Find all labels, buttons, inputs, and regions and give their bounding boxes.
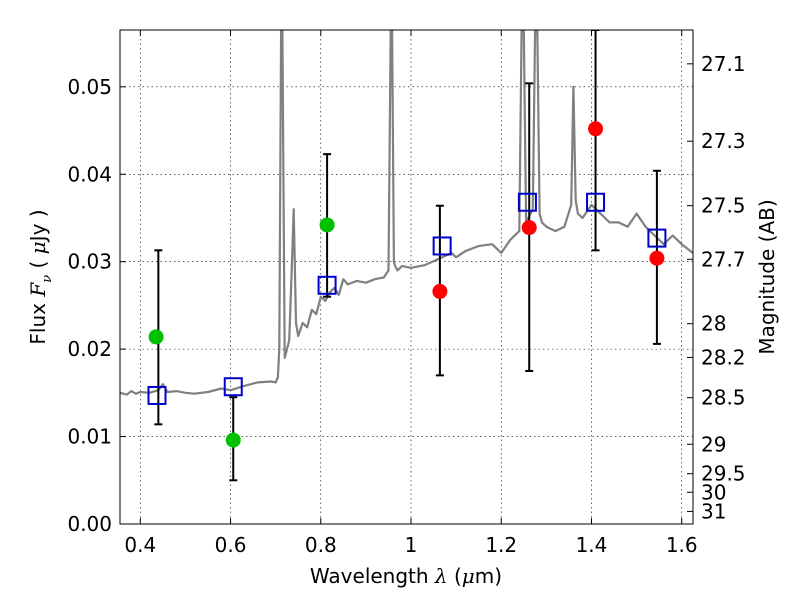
- observed-point: [148, 329, 164, 345]
- observed-point: [588, 121, 604, 137]
- observed-point: [319, 217, 335, 233]
- model-box: [147, 385, 167, 405]
- model-box: [517, 192, 537, 212]
- x-tick-label: 1.4: [576, 533, 608, 557]
- y-tick-label: 0.00: [67, 512, 112, 536]
- y-tick-label: 0.04: [67, 162, 112, 186]
- y2-tick-label: 27.3: [701, 129, 746, 153]
- observed-point: [649, 250, 665, 266]
- y2-tick-label: 29.5: [701, 462, 746, 486]
- x-tick-label: 1.6: [666, 533, 698, 557]
- model-box: [647, 228, 667, 248]
- y-tick-label: 0.03: [67, 250, 112, 274]
- x-axis-label: Wavelength λ (μm): [310, 564, 502, 588]
- y2-tick-label: 28.2: [701, 345, 746, 369]
- x-tick-label: 0.4: [124, 533, 156, 557]
- y2-tick-label: 28: [701, 312, 726, 336]
- y2-tick-label: 29: [701, 432, 726, 456]
- plot-area: [120, 30, 693, 482]
- spectrum-line: [120, 30, 693, 396]
- y2-tick-label: 27.7: [701, 247, 746, 271]
- y2-tick-label: 27.5: [701, 194, 746, 218]
- x-tick-label: 0.8: [305, 533, 337, 557]
- observed-point: [432, 283, 448, 299]
- x-tick-label: 1: [405, 533, 418, 557]
- observed-point: [521, 220, 537, 236]
- y2-tick-label: 27.1: [701, 52, 746, 76]
- y2-tick-label: 31: [701, 499, 726, 523]
- model-box: [586, 192, 606, 212]
- y2-tick-label: 30: [701, 480, 726, 504]
- ticks: 0.4 0.6 0.8 1 1.2 1.4 1.6 0.00 0.01 0.02 0.03 0.04 0…: [67, 30, 746, 557]
- y-tick-label: 0.05: [67, 75, 112, 99]
- observed-point: [225, 432, 241, 448]
- y-tick-label: 0.01: [67, 425, 112, 449]
- x-tick-label: 0.6: [215, 533, 247, 557]
- y-tick-label: 0.02: [67, 337, 112, 361]
- model-box: [223, 377, 243, 397]
- model-box: [432, 236, 452, 256]
- y-axis-label: Flux Fν ( μJy ): [26, 209, 55, 344]
- y2-axis-label: Magnitude (AB): [755, 199, 779, 354]
- x-tick-label: 1.2: [485, 533, 517, 557]
- axes-frame: [119, 29, 694, 525]
- model-box: [317, 275, 337, 295]
- y2-tick-label: 28.5: [701, 386, 746, 410]
